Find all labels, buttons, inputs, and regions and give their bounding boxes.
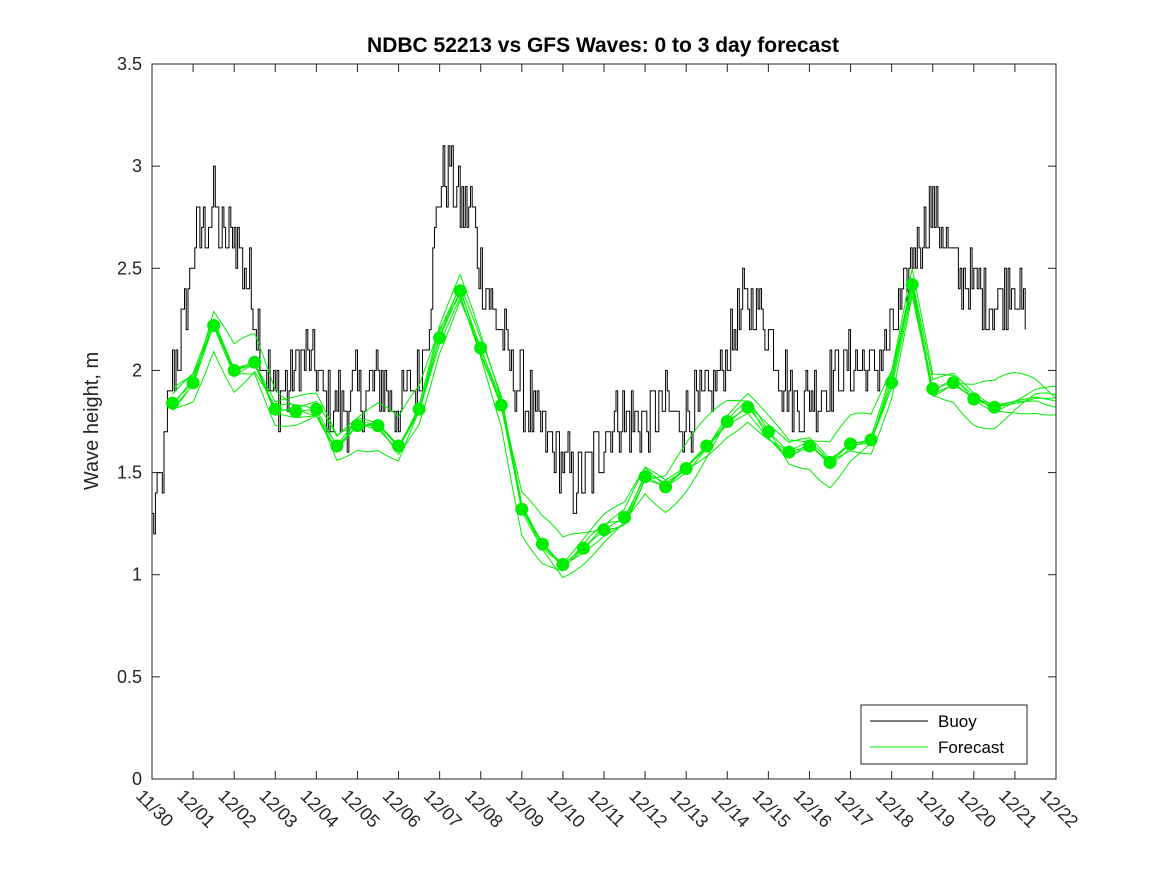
forecast-marker <box>453 284 467 298</box>
forecast-marker <box>535 537 549 551</box>
x-tick-label: 12/22 <box>1036 786 1082 832</box>
y-tick-label: 0 <box>132 769 142 789</box>
forecast-marker <box>268 402 282 416</box>
forecast-marker <box>720 415 734 428</box>
forecast-marker <box>556 558 570 571</box>
x-tick-label: 12/05 <box>338 786 384 832</box>
forecast-marker <box>248 355 262 369</box>
y-tick-label: 0.5 <box>117 667 142 687</box>
x-tick-label: 12/13 <box>666 786 712 832</box>
forecast-marker <box>987 400 1001 414</box>
forecast-marker <box>412 402 426 416</box>
x-tick-label: 12/03 <box>255 786 301 832</box>
y-tick-label: 1.5 <box>117 463 142 483</box>
x-tick-label: 11/30 <box>132 786 177 831</box>
forecast-marker <box>371 419 385 433</box>
x-tick-label: 12/14 <box>707 786 753 832</box>
forecast-marker <box>227 363 241 377</box>
buoy-line <box>152 145 1026 535</box>
forecast-marker <box>433 331 447 345</box>
forecast-marker <box>309 402 323 416</box>
forecast-marker <box>905 278 919 292</box>
forecast-marker <box>207 319 221 332</box>
y-tick-label: 2 <box>132 360 142 380</box>
y-tick-label: 2.5 <box>117 258 142 278</box>
x-tick-label: 12/11 <box>584 786 629 831</box>
forecast-marker <box>741 400 755 414</box>
y-tick-label: 3.5 <box>117 54 142 74</box>
forecast-marker <box>823 455 837 469</box>
legend-box <box>860 704 1028 765</box>
forecast-marker <box>618 511 631 524</box>
forecast-marker <box>885 376 899 390</box>
x-tick-label: 12/04 <box>297 786 343 832</box>
y-tick-label: 3 <box>132 156 142 176</box>
x-tick-label: 12/17 <box>831 786 877 832</box>
forecast-marker <box>577 541 590 555</box>
forecast-marker <box>864 433 878 447</box>
legend: Buoy Forecast <box>860 704 1028 765</box>
x-tick-label: 12/01 <box>173 786 219 832</box>
plot-area <box>152 64 1056 779</box>
forecast-marker <box>803 439 816 453</box>
forecast-line <box>172 286 1057 538</box>
x-tick-label: 12/18 <box>872 786 918 832</box>
legend-forecast-label: Forecast <box>938 738 1004 757</box>
x-tick-label: 12/16 <box>790 786 836 832</box>
forecast-marker <box>166 396 179 410</box>
plot-frame <box>151 63 1057 780</box>
forecast-marker <box>638 470 652 484</box>
y-tick-label: 1 <box>132 565 142 585</box>
forecast-marker <box>926 382 940 396</box>
forecast-marker <box>844 437 857 451</box>
forecast-marker <box>761 425 775 439</box>
forecast-marker <box>946 376 960 390</box>
forecast-marker <box>186 376 200 390</box>
forecast-marker <box>330 439 344 453</box>
x-tick-label: 12/12 <box>625 786 671 832</box>
x-tick-label: 12/10 <box>543 786 589 832</box>
forecast-marker <box>392 439 405 453</box>
forecast-marker <box>679 462 693 475</box>
forecast-marker <box>782 445 796 459</box>
x-tick-label: 12/21 <box>995 786 1041 832</box>
forecast-marker <box>659 480 673 494</box>
x-tick-label: 12/02 <box>214 786 260 832</box>
x-tick-label: 12/08 <box>461 786 507 832</box>
forecast-marker <box>515 502 529 516</box>
forecast-marker <box>700 439 714 453</box>
x-tick-label: 12/15 <box>749 786 795 832</box>
forecast-marker <box>474 341 488 355</box>
x-tick-label: 12/19 <box>913 786 959 832</box>
y-axis: 0 0.5 1 1.5 2 2.5 3 3.5 <box>117 54 1056 789</box>
x-tick-label: 12/06 <box>379 786 425 832</box>
x-tick-label: 12/20 <box>954 786 1000 832</box>
buoy-series <box>152 145 1026 535</box>
forecast-marker <box>289 404 303 418</box>
forecast-marker <box>967 392 981 406</box>
forecast-marker <box>351 419 364 433</box>
forecast-marker <box>494 398 508 412</box>
x-tick-label: 12/09 <box>502 786 548 832</box>
forecast-markers <box>166 278 1001 571</box>
forecast-marker <box>597 523 611 537</box>
forecast-line <box>172 291 1057 567</box>
y-axis-label: Wave height, m <box>81 352 103 490</box>
legend-buoy-label: Buoy <box>938 712 977 731</box>
chart-title: NDBC 52213 vs GFS Waves: 0 to 3 day fore… <box>367 34 839 57</box>
x-tick-label: 12/07 <box>420 786 466 832</box>
